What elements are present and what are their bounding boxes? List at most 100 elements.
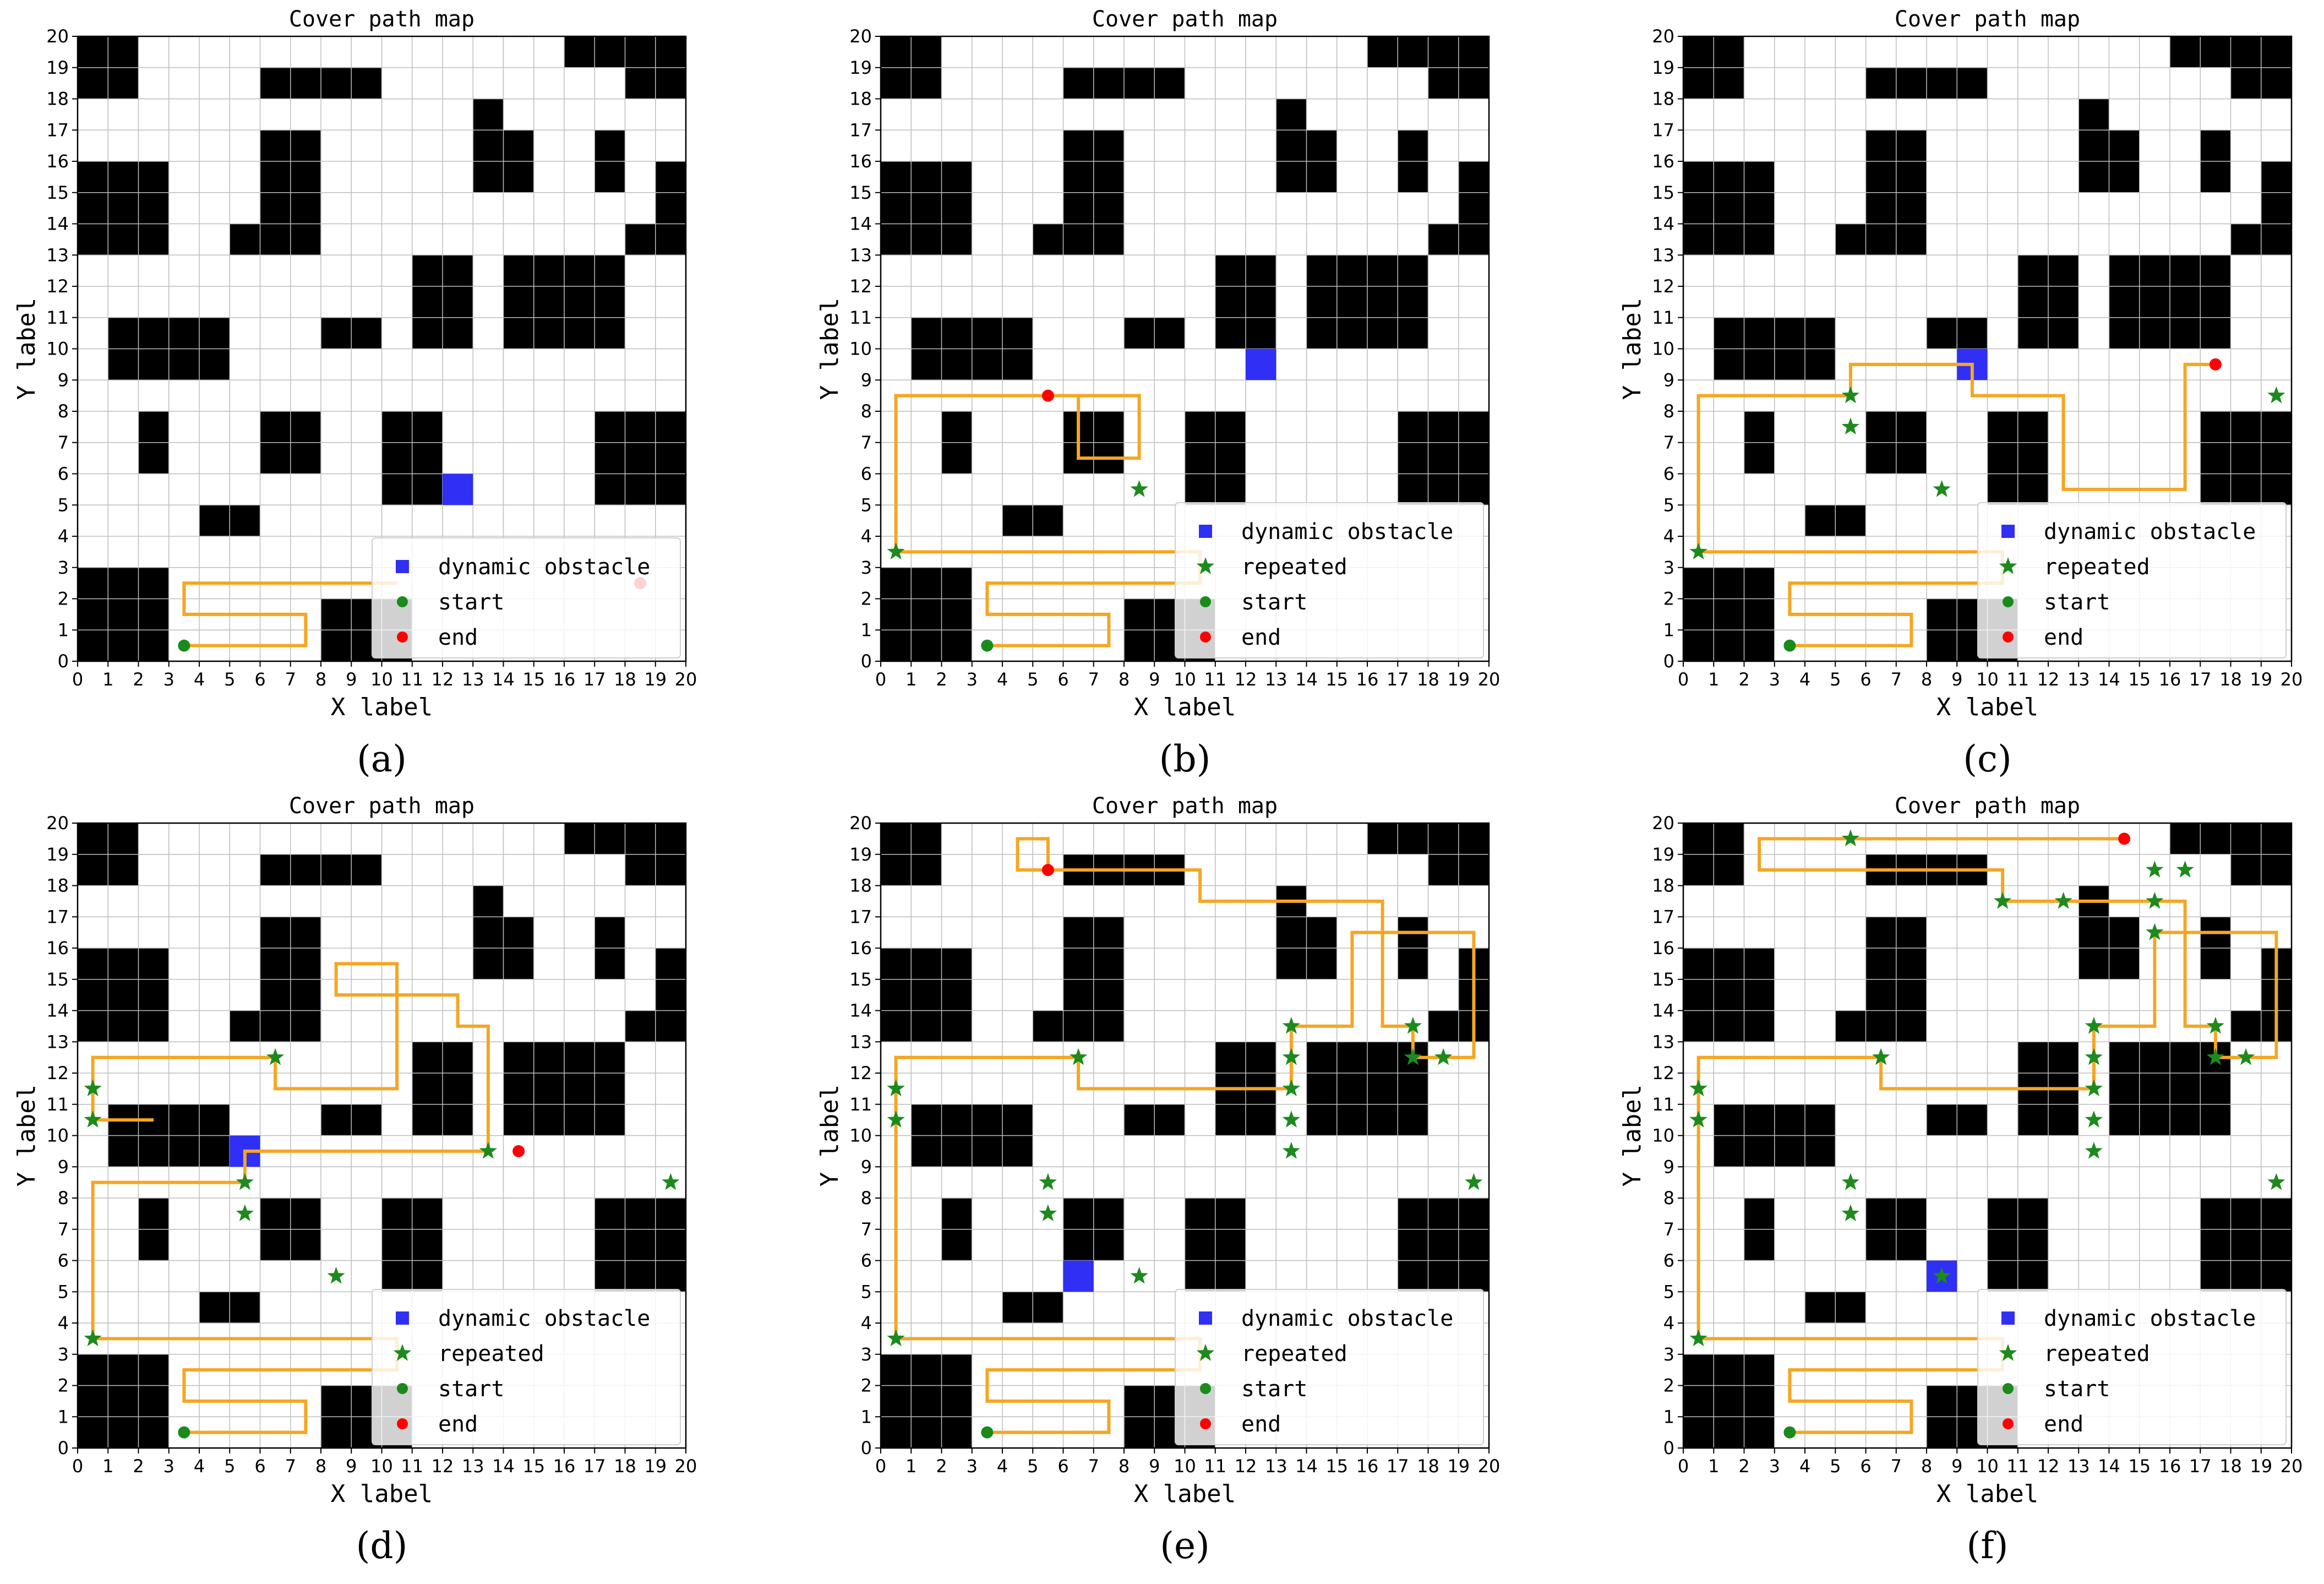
y-axis-label: Y label: [1618, 298, 1646, 400]
repeated-marker: [1070, 1048, 1088, 1065]
x-tick-label: 10: [370, 1456, 393, 1477]
y-tick-label: 12: [46, 1063, 69, 1084]
static-obstacle: [1276, 99, 1307, 130]
legend-dynamic-swatch: [2001, 1311, 2015, 1325]
repeated-marker: [1282, 1111, 1300, 1128]
x-tick-label: 8: [1119, 669, 1130, 690]
panel-caption: (d): [356, 1525, 408, 1567]
x-tick-label: 7: [1891, 669, 1902, 690]
legend-repeated-swatch: [1999, 1344, 2017, 1361]
static-obstacle: [1835, 224, 1927, 255]
y-tick-label: 0: [58, 651, 69, 672]
x-tick-label: 11: [2006, 669, 2029, 690]
legend-end-swatch: [397, 1418, 408, 1429]
y-tick-label: 1: [58, 619, 69, 640]
start-marker: [981, 1426, 994, 1439]
y-tick-label: 6: [861, 464, 872, 485]
coverage-path: [1696, 362, 2216, 647]
legend-start-swatch: [2003, 596, 2014, 607]
x-tick-label: 4: [997, 1456, 1008, 1477]
y-tick-label: 7: [58, 1219, 69, 1240]
y-tick-label: 19: [46, 57, 69, 78]
x-tick-label: 4: [194, 1456, 205, 1477]
x-tick-label: 17: [2189, 669, 2212, 690]
static-obstacle: [230, 1010, 321, 1042]
x-tick-label: 0: [72, 669, 83, 690]
y-tick-label: 9: [58, 1156, 69, 1177]
x-tick-label: 9: [1951, 1456, 1962, 1477]
repeated-marker: [2085, 1111, 2103, 1128]
x-tick-label: 2: [133, 669, 144, 690]
static-obstacle: [2261, 161, 2292, 255]
x-tick-label: 7: [1088, 669, 1099, 690]
x-tick-label: 6: [1860, 1456, 1871, 1477]
y-tick-label: 14: [1652, 214, 1674, 235]
y-tick-label: 16: [46, 151, 69, 172]
repeated-marker: [1689, 1079, 1707, 1097]
legend-label: end: [438, 1412, 478, 1437]
y-tick-label: 18: [849, 875, 872, 896]
panel-e: 0011223344556677889910101111121213131414…: [816, 793, 1500, 1567]
x-tick-label: 11: [2006, 1456, 2029, 1477]
x-tick-label: 2: [1738, 669, 1749, 690]
y-tick-label: 4: [1663, 526, 1674, 547]
legend-label: start: [438, 590, 504, 615]
y-tick-label: 16: [1652, 151, 1674, 172]
y-tick-label: 13: [46, 1031, 69, 1052]
y-tick-label: 19: [1652, 844, 1674, 865]
x-tick-label: 16: [553, 1456, 576, 1477]
x-tick-label: 4: [997, 669, 1008, 690]
x-tick-label: 18: [1417, 1456, 1439, 1477]
legend-dynamic-swatch: [2001, 525, 2015, 538]
legend-end-swatch: [2003, 632, 2014, 643]
repeated-marker: [2237, 1048, 2255, 1065]
static-obstacle: [78, 567, 169, 661]
legend-end-swatch: [1200, 632, 1211, 643]
legend-label: end: [438, 625, 478, 650]
y-tick-label: 2: [58, 1375, 69, 1396]
x-tick-label: 14: [2098, 669, 2120, 690]
repeated-marker: [2146, 861, 2164, 878]
y-tick-label: 1: [58, 1406, 69, 1427]
legend-label: repeated: [2044, 554, 2150, 580]
y-tick-label: 5: [1663, 494, 1674, 515]
x-tick-label: 15: [2128, 669, 2151, 690]
panel-caption: (b): [1159, 738, 1211, 780]
x-tick-label: 10: [370, 669, 393, 690]
x-tick-label: 3: [163, 669, 174, 690]
y-tick-label: 16: [1652, 938, 1674, 959]
y-tick-label: 10: [46, 339, 69, 360]
x-tick-label: 9: [1149, 1456, 1160, 1477]
x-tick-label: 15: [522, 669, 545, 690]
y-tick-label: 5: [1663, 1281, 1674, 1302]
panel-b: 0011223344556677889910101111121213131414…: [816, 7, 1500, 780]
repeated-marker: [1130, 480, 1148, 497]
y-tick-label: 1: [861, 619, 872, 640]
y-tick-label: 0: [861, 1438, 872, 1458]
static-obstacle: [881, 161, 972, 255]
y-tick-label: 8: [1663, 401, 1674, 422]
y-tick-label: 20: [46, 813, 69, 834]
x-tick-label: 14: [1295, 1456, 1318, 1477]
x-tick-label: 12: [432, 669, 454, 690]
y-tick-label: 20: [46, 26, 69, 47]
y-tick-label: 4: [58, 1313, 69, 1333]
y-tick-label: 14: [46, 1000, 69, 1021]
repeated-marker: [1282, 1048, 1300, 1065]
y-tick-label: 15: [1652, 969, 1674, 990]
static-obstacle: [625, 1010, 656, 1042]
y-tick-label: 5: [58, 494, 69, 515]
x-tick-label: 7: [1891, 1456, 1902, 1477]
y-tick-label: 2: [1663, 1375, 1674, 1396]
y-tick-label: 13: [849, 1031, 872, 1052]
repeated-marker: [1841, 829, 1859, 847]
legend-label: end: [1241, 625, 1281, 650]
y-tick-label: 12: [46, 276, 69, 297]
panel-title: Cover path map: [289, 793, 474, 819]
repeated-marker: [1841, 417, 1859, 435]
legend-label: end: [1241, 1412, 1281, 1437]
y-tick-label: 7: [861, 432, 872, 453]
static-obstacle: [78, 948, 169, 1042]
repeated-marker: [1872, 1048, 1890, 1065]
